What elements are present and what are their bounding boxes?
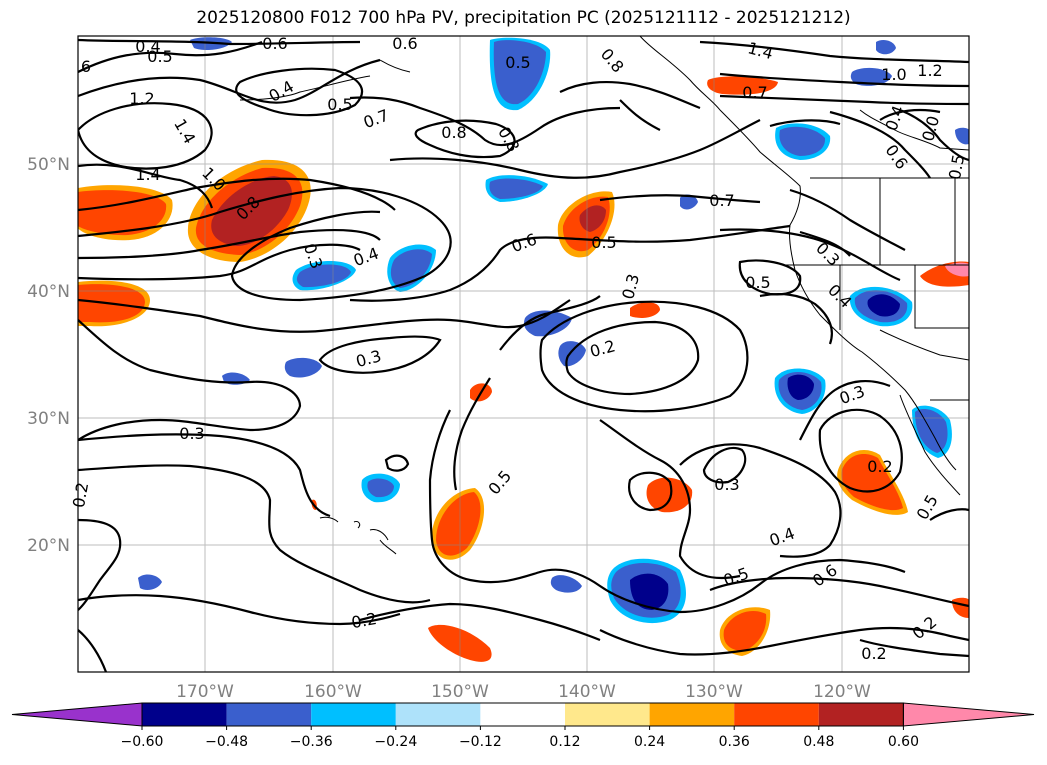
contour-label: 0.5 — [505, 53, 530, 72]
lon-label-130w: 130°W — [685, 682, 743, 702]
contour-label: 0.5 — [745, 273, 770, 292]
colorbar-segment — [734, 703, 819, 726]
contour-label: 0.2 — [867, 457, 892, 476]
map-title: 2025120800 F012 700 hPa PV, precipitatio… — [196, 8, 851, 28]
precip-negative-region — [876, 40, 896, 55]
colorbar-segment — [565, 703, 650, 726]
colorbar-segment — [226, 703, 312, 726]
precip-positive-region — [630, 302, 660, 318]
graticule — [78, 36, 969, 672]
contour-label: 1.4 — [135, 165, 160, 184]
precip-negative-region — [138, 574, 162, 590]
lon-label-120w: 120°W — [813, 682, 871, 702]
colorbar-segment — [311, 703, 396, 726]
precip-negative-region — [680, 194, 698, 210]
contour-label: 0.3 — [179, 424, 204, 443]
precip-positive-region — [646, 477, 693, 513]
contour-label: 0.4 — [135, 37, 160, 56]
latitude-labels: 50°N 40°N 30°N 20°N — [27, 155, 70, 556]
lon-label-140w: 140°W — [558, 682, 616, 702]
colorbar: −0.60 −0.48 −0.36 −0.24 −0.12 0.12 0.24 0.36 0.4… — [11, 702, 1035, 750]
colorbar-tick-label: 0.24 — [634, 734, 665, 750]
lon-label-150w: 150°W — [431, 682, 489, 702]
colorbar-tick-label: −0.60 — [121, 734, 164, 750]
longitude-labels: 170°W 160°W 150°W 140°W 130°W 120°W — [176, 682, 871, 702]
contour-label: 0.5 — [327, 95, 352, 114]
pv-contours — [78, 38, 969, 672]
contour-label: 1.2 — [129, 89, 154, 108]
contour-label: 1.2 — [917, 61, 942, 80]
contour-label: 0.6 — [392, 34, 417, 53]
colorbar-tick-label: −0.24 — [374, 734, 417, 750]
coastlines — [239, 36, 969, 555]
colorbar-segment — [649, 703, 735, 726]
colorbar-tick-label: −0.48 — [205, 734, 248, 750]
map-plot-area — [78, 36, 969, 672]
contour-label: 1.0 — [881, 65, 906, 84]
contour-label: 0.3 — [714, 475, 739, 494]
contour-label: 0.6 — [262, 34, 287, 53]
precip-negative-region — [284, 357, 322, 378]
precip-negative-region — [955, 127, 969, 145]
precip-negative-region — [558, 341, 586, 367]
map-frame — [77, 35, 970, 673]
contour-label: 0.7 — [709, 191, 734, 210]
contour-label: 0.7 — [742, 83, 767, 102]
contour-label: 0.5 — [591, 233, 616, 252]
lon-label-160w: 160°W — [304, 682, 362, 702]
contour-label: 0.2 — [69, 481, 92, 509]
lon-label-170w: 170°W — [176, 682, 234, 702]
contour-label: 0.8 — [441, 123, 466, 142]
colorbar-tick-label: 0.12 — [549, 734, 580, 750]
lat-label-50n: 50°N — [27, 155, 70, 175]
colorbar-tick-label: 0.48 — [803, 734, 834, 750]
precip-negative-region — [550, 575, 582, 593]
precip-positive-region — [707, 76, 778, 95]
contour-label: 0.5 — [945, 153, 968, 181]
colorbar-segment — [818, 703, 904, 726]
colorbar-segment — [395, 703, 481, 726]
lat-label-30n: 30°N — [27, 409, 70, 429]
contour-label: 0.2 — [861, 644, 886, 663]
colorbar-border — [141, 702, 904, 727]
contour-label: 6 — [81, 57, 91, 76]
colorbar-tick-label: −0.36 — [290, 734, 333, 750]
colorbar-tick-label: 0.36 — [719, 734, 750, 750]
colorbar-segment — [480, 703, 565, 726]
colorbar-segment — [142, 703, 227, 726]
lat-label-20n: 20°N — [27, 536, 70, 556]
contour-label: 0.2 — [350, 609, 378, 632]
lat-label-40n: 40°N — [27, 282, 70, 302]
colorbar-extension-high — [902, 702, 1035, 727]
precip-negative-region — [850, 67, 892, 86]
colorbar-extension-low — [11, 702, 143, 727]
contour-label: 0.5 — [147, 47, 172, 66]
colorbar-tick-label: 0.60 — [888, 734, 919, 750]
colorbar-tick-label: −0.12 — [459, 734, 502, 750]
